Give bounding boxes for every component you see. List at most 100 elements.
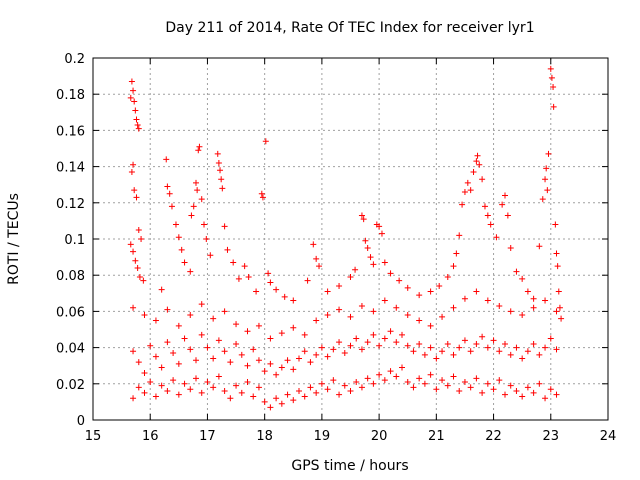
x-tick-label: 19 [314, 429, 331, 444]
data-point-marker [131, 187, 138, 194]
data-point-marker [164, 388, 171, 395]
data-point-marker [318, 344, 325, 351]
data-point-marker [347, 342, 354, 349]
data-point-marker [224, 246, 231, 253]
data-point-marker [164, 183, 171, 190]
data-point-marker [273, 395, 280, 402]
data-point-marker [416, 292, 423, 299]
data-point-marker [336, 391, 343, 398]
data-point-marker [370, 261, 377, 268]
data-point-marker [467, 384, 474, 391]
data-point-marker [170, 377, 177, 384]
data-point-marker [450, 373, 457, 380]
data-point-marker [135, 384, 142, 391]
data-point-marker [336, 283, 343, 290]
data-point-marker [433, 355, 440, 362]
data-point-marker [158, 286, 165, 293]
data-point-marker [172, 221, 179, 228]
data-point-marker [217, 167, 224, 174]
data-point-marker [193, 375, 199, 382]
data-point-marker [427, 371, 434, 378]
data-point-marker [170, 350, 177, 357]
x-tick-labels: 15 16 17 18 19 20 21 22 23 24 [85, 429, 617, 444]
data-point-marker [519, 275, 526, 282]
data-point-marker [545, 150, 552, 157]
data-point-marker [347, 313, 354, 320]
data-point-marker [404, 378, 411, 385]
data-point-marker [255, 357, 262, 364]
data-point-marker [281, 293, 288, 300]
data-point-marker [194, 187, 201, 194]
data-point-marker [376, 223, 383, 230]
data-point-marker [134, 264, 141, 271]
data-point-marker [456, 344, 463, 351]
data-point-marker [439, 377, 446, 384]
data-point-marker [267, 404, 274, 411]
data-point-marker [367, 254, 374, 261]
data-point-marker [181, 259, 188, 266]
x-tick-label: 17 [199, 429, 216, 444]
data-point-marker [519, 312, 526, 319]
data-point-marker [235, 275, 242, 282]
data-point-marker [450, 351, 457, 358]
data-point-marker [341, 382, 348, 389]
data-point-marker [547, 386, 554, 393]
y-tick-label: 0.06 [56, 305, 85, 320]
data-point-marker [187, 386, 194, 393]
data-point-marker [147, 378, 154, 385]
data-point-marker [181, 335, 188, 342]
data-point-marker [456, 232, 463, 239]
data-point-marker [166, 190, 173, 197]
data-point-marker [370, 380, 377, 387]
data-point-marker [284, 391, 291, 398]
data-point-marker [502, 391, 508, 398]
data-point-marker [130, 161, 137, 168]
data-point-marker [273, 371, 280, 378]
data-point-marker [427, 322, 434, 329]
data-point-marker [364, 339, 371, 346]
data-point-marker [132, 107, 139, 114]
data-point-marker [265, 270, 272, 277]
data-point-marker [164, 339, 171, 346]
data-point-marker [290, 397, 297, 404]
y-tick-label: 0 [77, 414, 85, 429]
data-point-marker [507, 308, 514, 315]
data-point-marker [267, 360, 274, 367]
data-point-marker [261, 368, 268, 375]
data-point-marker [410, 348, 417, 355]
data-point-marker [278, 400, 285, 407]
data-point-marker [128, 78, 135, 85]
data-point-marker [147, 342, 154, 349]
data-point-marker [550, 83, 557, 90]
data-point-marker [130, 87, 137, 94]
data-point-marker [524, 384, 531, 391]
data-point-marker [347, 274, 354, 281]
data-point-marker [290, 324, 297, 331]
data-point-marker [530, 304, 537, 311]
data-point-marker [496, 377, 503, 384]
data-point-marker [198, 301, 205, 308]
plot-frame [92, 57, 609, 421]
x-tick-label: 24 [600, 429, 617, 444]
data-point-marker [393, 373, 400, 380]
data-point-marker [553, 308, 560, 315]
data-point-marker [479, 333, 486, 340]
data-point-marker [410, 384, 417, 391]
data-point-marker [502, 340, 508, 347]
x-tick-label: 23 [543, 429, 560, 444]
data-point-marker [267, 335, 274, 342]
data-point-marker [188, 212, 195, 219]
data-point-marker [131, 98, 138, 105]
data-point-marker [341, 350, 348, 357]
data-point-marker [301, 331, 308, 338]
data-point-marker [207, 252, 214, 259]
data-point-marker [215, 337, 222, 344]
data-point-marker [141, 369, 148, 376]
data-point-marker [267, 279, 274, 286]
data-point-marker [530, 389, 537, 396]
data-point-marker [273, 286, 280, 293]
data-point-marker [130, 248, 137, 255]
data-point-marker [198, 196, 205, 203]
data-point-marker [416, 340, 423, 347]
y-tick-label: 0.08 [56, 269, 85, 284]
